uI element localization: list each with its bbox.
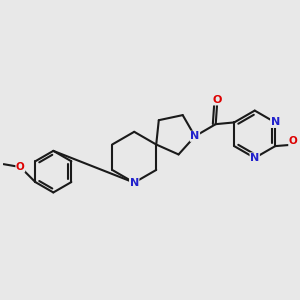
Text: O: O [212, 95, 222, 105]
Text: O: O [289, 136, 298, 146]
Text: O: O [16, 162, 25, 172]
Text: N: N [190, 131, 200, 141]
Text: N: N [271, 117, 280, 128]
Text: N: N [130, 178, 139, 188]
Text: N: N [250, 153, 259, 163]
